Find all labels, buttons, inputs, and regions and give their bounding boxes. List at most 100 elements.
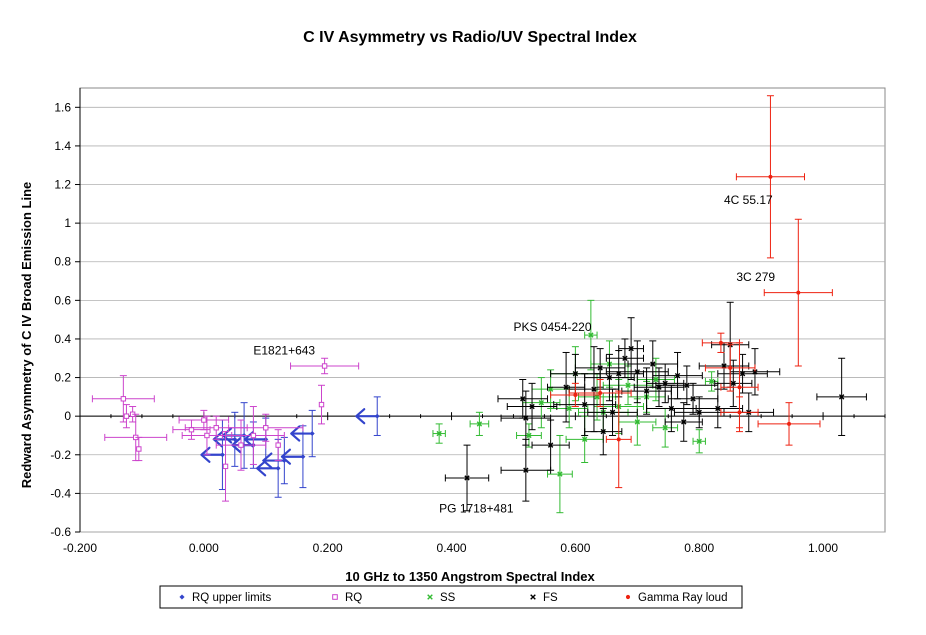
data-point [718,340,723,345]
data-point [591,386,597,392]
data-point [600,428,606,435]
data-point [275,465,281,471]
annotation-label: 4C 55.17 [724,193,773,207]
data-point [737,385,742,390]
data-point [609,409,616,416]
legend-marker [530,594,536,600]
annotations: 4C 55.17 3C 279 PKS 0454-220 E1821+643 PG 17… [253,193,775,516]
data-point [581,401,588,408]
x-tick-label: -0.200 [63,541,97,555]
data-point [529,403,535,410]
y-tick-label: 0.6 [54,293,71,307]
data-point [201,417,207,423]
x-tick-label: 1.000 [808,541,838,555]
data-marks [91,95,867,514]
data-point [476,421,483,427]
plot-area [79,87,886,533]
data-point [796,290,801,295]
y-tick-label: 1.2 [54,178,71,192]
legend-label: FS [543,592,558,604]
data-point [708,378,715,385]
data-point [523,415,529,421]
data-point [838,394,845,400]
data-point [318,401,325,408]
data-point [464,475,470,481]
data-point [730,380,736,387]
upper-limit-arrow [256,460,280,477]
data-point [321,363,328,369]
legend: RQ upper limits RQ SS FS Gamma Ray loud [159,585,743,609]
data-point [668,405,675,412]
data-point [263,425,269,431]
y-tick-label: 1.4 [54,139,71,153]
data-point [281,458,287,464]
x-tick-label: 0.800 [684,541,714,555]
data-point [681,419,687,425]
data-point [606,374,613,381]
x-tick-label: 0.600 [560,541,590,555]
legend-label: Gamma Ray loud [638,592,727,604]
data-point [213,425,219,431]
y-tick-label: 0 [64,409,71,423]
data-point [238,442,244,448]
annotation-label: PKS 0454-220 [513,320,591,334]
data-point [523,467,529,473]
data-point [374,413,380,419]
annotation-label: 3C 279 [736,270,775,284]
data-point [250,432,257,439]
data-point [628,345,634,352]
data-point [275,442,281,448]
data-point [566,405,572,412]
data-point [634,369,641,375]
data-point [625,382,631,388]
legend-marker [179,594,185,600]
chart-title: C IV Asymmetry vs Radio/UV Spectral Inde… [303,29,637,46]
data-point [520,396,526,402]
data-point [715,405,721,412]
data-point [787,421,791,426]
data-point [588,332,594,338]
data-point [643,388,650,394]
annotation-label: PG 1718+481 [439,502,514,516]
data-point [136,446,142,452]
y-tick-label: 0.4 [54,332,71,346]
data-point [622,355,628,361]
y-tick-label: 1 [64,216,71,230]
data-point [650,361,656,367]
x-tick-label: 0.200 [313,541,343,555]
legend-marker [427,594,433,600]
data-point [674,372,681,379]
series-rq [91,357,360,502]
data-point [120,396,127,402]
data-point [436,430,442,437]
plot-frame [79,87,886,533]
data-point [728,365,733,370]
y-tick-label: -0.2 [50,448,71,462]
data-point [538,399,545,406]
data-point [309,430,315,437]
x-axis-label: 10 GHz to 1350 Angstrom Spectral Index [345,569,595,584]
series-fs [444,301,867,512]
y-tick-label: 0.8 [54,255,71,269]
legend-label: RQ [345,592,362,604]
data-point [581,436,588,443]
legend-marker [625,594,631,600]
data-point [123,413,130,419]
data-point [768,174,773,179]
data-point [752,369,758,375]
data-point [204,432,210,439]
y-axis-label: Redward Asymmetry of C IV Broad Emission… [19,182,34,489]
data-point [597,365,603,371]
data-point [219,452,225,458]
data-point [563,384,569,390]
data-point [662,425,668,431]
data-point [737,410,742,415]
data-point [300,454,306,460]
y-axis: -0.6 -0.4 -0.2 0 0.2 0.4 0.6 0.8 1 1.2 1.4 1.6 [50,88,81,539]
upper-limit-arrow [290,425,314,442]
legend-label: SS [440,592,456,604]
data-point [526,432,532,439]
data-point [696,409,702,416]
data-point [684,382,690,388]
